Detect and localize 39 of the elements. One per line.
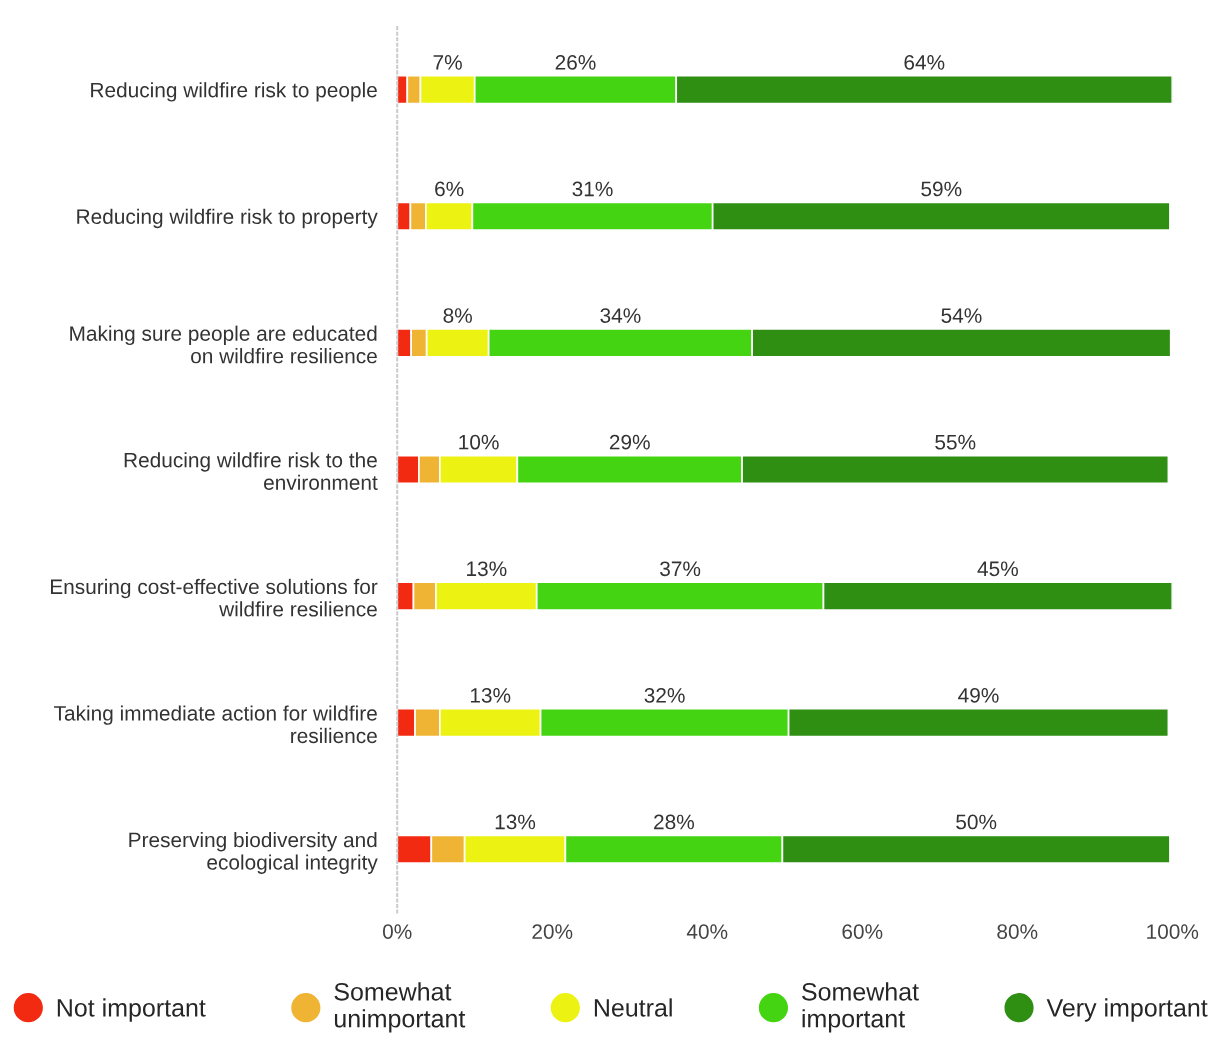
legend-label: Very important — [1046, 998, 1208, 1022]
data-label: 50% — [956, 814, 997, 830]
data-label: 37% — [660, 561, 701, 577]
data-label: 10% — [459, 434, 499, 450]
data-label: 64% — [904, 54, 945, 70]
data-label: 13% — [467, 561, 507, 577]
y-tick-label: Ensuring cost-effective solutions for wildfire resilience — [51, 578, 378, 617]
data-label: 29% — [609, 434, 650, 450]
x-tick-label: 100% — [1147, 924, 1199, 939]
data-label: 34% — [600, 308, 641, 323]
legend-label: Not important — [57, 998, 206, 1022]
data-label: 26% — [555, 54, 596, 70]
data-label: 55% — [935, 434, 976, 450]
data-label: 54% — [941, 308, 982, 323]
data-label: 45% — [977, 561, 1018, 577]
y-tick-label: Reducing wildfire risk to the environment — [124, 452, 378, 490]
legend-label: Somewhat important — [802, 982, 919, 1033]
data-label: 8% — [443, 308, 472, 323]
data-label: 7% — [433, 55, 462, 70]
y-tick-label: Reducing wildfire risk to people — [91, 82, 377, 102]
y-tick-label: Preserving biodiversity and ecological integrity — [129, 832, 378, 874]
legend-label: Somewhat unimportant — [334, 982, 466, 1033]
x-tick-label: 80% — [997, 924, 1038, 939]
data-label: 49% — [958, 687, 999, 703]
legend-label: Neutral — [594, 998, 672, 1017]
x-tick-label: 0% — [382, 924, 412, 939]
data-label: 6% — [435, 181, 464, 197]
data-label: 13% — [470, 687, 511, 703]
y-tick-label: Reducing wildfire risk to property — [77, 208, 378, 229]
x-tick-label: 40% — [686, 924, 728, 939]
data-label: 59% — [921, 181, 962, 197]
y-tick-label: Taking immediate action for wildfire resilience — [54, 705, 377, 744]
data-label: 31% — [572, 181, 613, 197]
x-tick-label: 20% — [532, 924, 573, 939]
data-label: 28% — [654, 814, 695, 830]
data-label: 13% — [495, 814, 536, 830]
y-tick-label: Making sure people are educated on wildfire resilience — [70, 325, 377, 364]
x-tick-label: 60% — [842, 924, 883, 939]
data-label: 32% — [644, 687, 685, 703]
